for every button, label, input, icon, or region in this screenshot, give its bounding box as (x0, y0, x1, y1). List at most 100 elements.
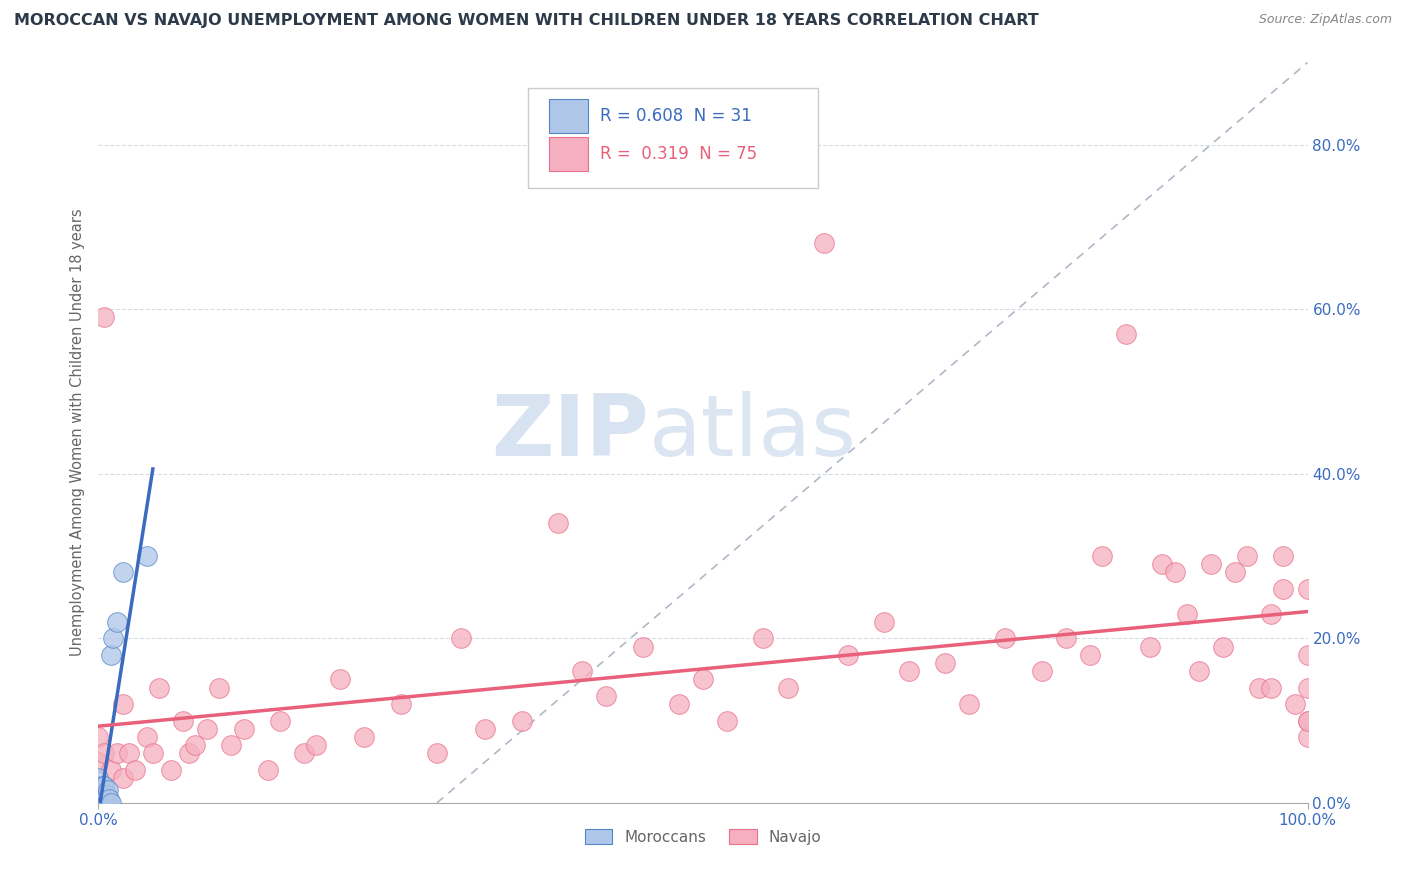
Point (91, 791, 114, 805)
Point (142, 747, 165, 761)
Point (105, 615, 128, 629)
Point (160, 763, 183, 777)
Point (571, 664, 593, 678)
Point (329, 673, 352, 687)
Point (89, 796, 111, 810)
Point (1091, 549, 1114, 563)
Point (837, 648, 859, 662)
Point (1296, 730, 1319, 744)
Point (474, 722, 496, 736)
Point (994, 632, 1017, 646)
Point (305, 738, 328, 752)
Point (195, 722, 218, 736)
Point (1296, 714, 1319, 728)
Point (897, 664, 920, 678)
Point (87, 788, 110, 802)
Point (87, 796, 110, 810)
Point (1163, 566, 1185, 580)
Point (100, 648, 122, 662)
Point (1223, 566, 1246, 580)
Point (1296, 648, 1319, 662)
Point (1296, 681, 1319, 695)
Point (172, 714, 194, 728)
Text: R =  0.319  N = 75: R = 0.319 N = 75 (600, 145, 758, 163)
Point (1199, 558, 1222, 572)
Point (208, 681, 231, 695)
Point (1260, 681, 1282, 695)
Point (96, 788, 118, 802)
Point (91, 780, 114, 794)
Point (1260, 607, 1282, 621)
Point (1031, 664, 1053, 678)
Point (957, 697, 980, 711)
FancyBboxPatch shape (550, 137, 588, 171)
Point (98, 791, 121, 805)
Y-axis label: Unemployment Among Women with Children Under 18 years: Unemployment Among Women with Children U… (69, 209, 84, 657)
Point (1152, 558, 1174, 572)
Point (87, 788, 110, 802)
Point (91, 796, 114, 810)
Point (450, 632, 472, 646)
Point (547, 516, 569, 530)
Point (96, 796, 118, 810)
Point (111, 771, 134, 785)
Point (89, 791, 111, 805)
Point (1139, 640, 1161, 654)
FancyBboxPatch shape (527, 88, 818, 188)
Point (101, 632, 124, 646)
Point (93, 780, 115, 794)
Point (93, 310, 115, 325)
Point (135, 549, 157, 563)
Point (221, 738, 243, 752)
Point (292, 747, 315, 761)
Point (105, 747, 128, 761)
Point (1212, 640, 1234, 654)
Point (1175, 607, 1198, 621)
Point (93, 796, 115, 810)
Point (184, 738, 207, 752)
Point (100, 763, 122, 777)
Point (1188, 664, 1211, 678)
Point (873, 615, 896, 629)
Point (1296, 582, 1319, 596)
Text: Source: ZipAtlas.com: Source: ZipAtlas.com (1258, 13, 1392, 27)
Point (91, 791, 114, 805)
Point (752, 632, 775, 646)
Point (111, 697, 134, 711)
Point (389, 697, 412, 711)
Point (1296, 714, 1319, 728)
Point (87, 780, 110, 794)
Point (1284, 697, 1306, 711)
Point (87, 771, 110, 785)
Text: R = 0.608  N = 31: R = 0.608 N = 31 (600, 107, 752, 125)
Point (1249, 681, 1271, 695)
Point (1272, 549, 1295, 563)
Point (668, 697, 690, 711)
Point (692, 673, 714, 687)
Point (232, 722, 254, 736)
Point (111, 566, 134, 580)
Point (87, 755, 110, 769)
Point (1078, 648, 1101, 662)
Point (510, 714, 533, 728)
Point (1272, 582, 1295, 596)
Point (87, 780, 110, 794)
Point (934, 656, 956, 670)
Point (595, 689, 617, 703)
Point (90, 796, 112, 810)
Point (353, 730, 375, 744)
Point (631, 640, 654, 654)
Text: MOROCCAN VS NAVAJO UNEMPLOYMENT AMONG WOMEN WITH CHILDREN UNDER 18 YEARS CORRELA: MOROCCAN VS NAVAJO UNEMPLOYMENT AMONG WO… (14, 13, 1039, 29)
Point (148, 681, 170, 695)
FancyBboxPatch shape (550, 99, 588, 133)
Point (269, 714, 291, 728)
Point (93, 747, 115, 761)
Point (94, 791, 117, 805)
Point (1236, 549, 1258, 563)
Point (1054, 632, 1077, 646)
Legend: Moroccans, Navajo: Moroccans, Navajo (578, 822, 828, 851)
Point (97, 783, 120, 797)
Point (716, 714, 738, 728)
Point (256, 763, 278, 777)
Point (776, 681, 799, 695)
